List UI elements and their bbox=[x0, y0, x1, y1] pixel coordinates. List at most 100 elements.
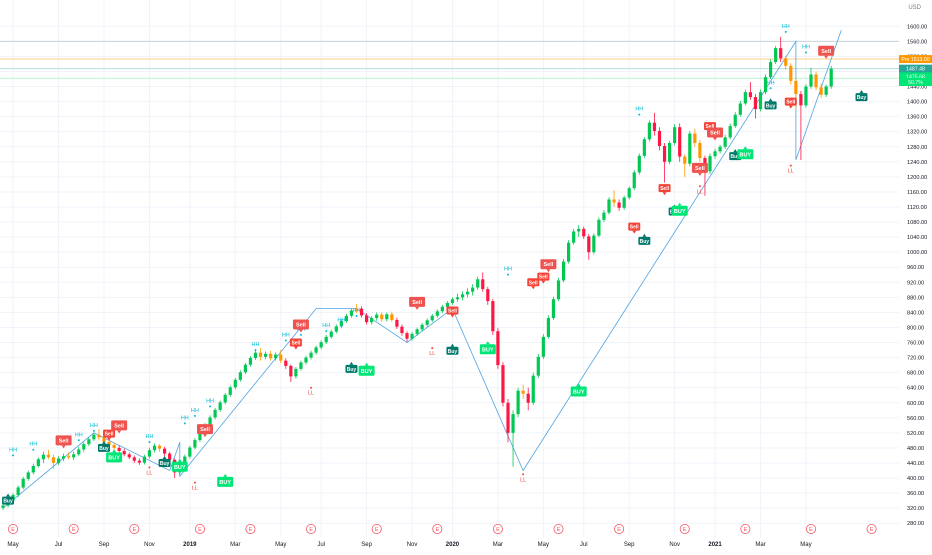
buy-signal[interactable]: Buy bbox=[158, 455, 171, 467]
candle-body[interactable] bbox=[471, 287, 475, 292]
candle-body[interactable] bbox=[304, 357, 308, 363]
candle-body[interactable] bbox=[218, 402, 222, 410]
candle-body[interactable] bbox=[632, 172, 636, 189]
candle-body[interactable] bbox=[450, 299, 455, 303]
sell-signal[interactable]: Sell bbox=[527, 278, 540, 290]
buy-signal[interactable]: BUY bbox=[217, 473, 234, 487]
earnings-marker[interactable]: E bbox=[306, 524, 317, 535]
earnings-marker[interactable]: E bbox=[371, 524, 382, 535]
candle-body[interactable] bbox=[137, 460, 141, 463]
candle-body[interactable] bbox=[779, 48, 783, 59]
candle-body[interactable] bbox=[183, 456, 187, 465]
candle-body[interactable] bbox=[1, 505, 5, 508]
sell-signal[interactable]: Sell bbox=[784, 97, 797, 109]
candle-body[interactable] bbox=[668, 143, 672, 162]
earnings-marker[interactable]: E bbox=[553, 524, 564, 535]
candle-body[interactable] bbox=[708, 156, 712, 172]
candle-body[interactable] bbox=[723, 137, 727, 147]
time-axis[interactable]: May Jul Sep Nov 2019 Mar May Jul Sep Nov 2020 Mar Ma… bbox=[0, 537, 899, 550]
candle-body[interactable] bbox=[592, 235, 596, 253]
sell-signal[interactable]: Sell bbox=[292, 319, 309, 333]
candle-body[interactable] bbox=[577, 228, 581, 232]
candle-body[interactable] bbox=[309, 352, 313, 358]
sell-signal[interactable]: Sell bbox=[707, 127, 724, 141]
candle-body[interactable] bbox=[62, 456, 66, 459]
buy-signal[interactable]: BUY bbox=[570, 383, 587, 397]
candle-body[interactable] bbox=[410, 333, 414, 339]
candle-body[interactable] bbox=[112, 444, 116, 448]
candle-body[interactable] bbox=[319, 342, 323, 348]
candle-body[interactable] bbox=[238, 372, 242, 380]
candle-body[interactable] bbox=[26, 472, 30, 479]
candle-body[interactable] bbox=[354, 308, 359, 311]
candles[interactable] bbox=[1, 36, 833, 511]
earnings-marker[interactable]: E bbox=[806, 524, 817, 535]
candle-body[interactable] bbox=[693, 133, 697, 144]
candle-body[interactable] bbox=[673, 127, 677, 144]
sell-signal[interactable]: Sell bbox=[289, 338, 302, 350]
candle-body[interactable] bbox=[698, 143, 702, 159]
candle-body[interactable] bbox=[430, 315, 434, 321]
buy-signal[interactable]: BUY bbox=[671, 202, 688, 216]
candle-body[interactable] bbox=[46, 454, 51, 458]
candle-body[interactable] bbox=[243, 364, 247, 373]
candle-body[interactable] bbox=[127, 454, 131, 458]
candle-body[interactable] bbox=[198, 432, 202, 441]
sell-signal[interactable]: Sell bbox=[658, 184, 671, 196]
candle-body[interactable] bbox=[789, 65, 793, 81]
candle-body[interactable] bbox=[602, 212, 606, 220]
sell-signal[interactable]: Sell bbox=[818, 45, 835, 59]
buy-signal[interactable]: BUY bbox=[171, 458, 188, 472]
sell-signal[interactable]: Sell bbox=[628, 222, 641, 234]
candle-body[interactable] bbox=[370, 318, 374, 323]
candle-body[interactable] bbox=[314, 347, 318, 353]
candle-body[interactable] bbox=[652, 122, 657, 131]
candle-body[interactable] bbox=[455, 297, 460, 300]
candle-body[interactable] bbox=[526, 393, 530, 403]
candle-body[interactable] bbox=[425, 320, 429, 325]
candle-body[interactable] bbox=[77, 449, 81, 455]
candle-body[interactable] bbox=[92, 434, 96, 440]
earnings-marker[interactable]: E bbox=[492, 524, 503, 535]
candle-body[interactable] bbox=[213, 409, 217, 418]
candle-body[interactable] bbox=[572, 231, 576, 243]
candle-body[interactable] bbox=[344, 315, 348, 322]
candle-body[interactable] bbox=[521, 390, 525, 394]
sell-signal[interactable]: Sell bbox=[197, 424, 213, 438]
candle-body[interactable] bbox=[758, 92, 763, 110]
candle-body[interactable] bbox=[395, 319, 399, 327]
earnings-marker[interactable]: E bbox=[679, 524, 690, 535]
candle-body[interactable] bbox=[476, 279, 480, 288]
candle-body[interactable] bbox=[486, 289, 490, 302]
candle-body[interactable] bbox=[294, 368, 298, 377]
candle-body[interactable] bbox=[587, 236, 591, 253]
candle-body[interactable] bbox=[738, 103, 742, 115]
candle-body[interactable] bbox=[466, 291, 470, 295]
candle-body[interactable] bbox=[152, 445, 157, 451]
candle-body[interactable] bbox=[375, 314, 379, 319]
candle-body[interactable] bbox=[385, 314, 389, 320]
candle-body[interactable] bbox=[678, 127, 682, 157]
candle-body[interactable] bbox=[264, 353, 268, 357]
candle-body[interactable] bbox=[122, 450, 126, 455]
candle-body[interactable] bbox=[289, 365, 293, 377]
buy-signal[interactable]: BUY bbox=[479, 341, 496, 355]
sell-signal[interactable]: Sell bbox=[537, 272, 550, 284]
candle-body[interactable] bbox=[405, 333, 409, 339]
candle-body[interactable] bbox=[718, 146, 722, 152]
candle-body[interactable] bbox=[228, 387, 232, 395]
candle-body[interactable] bbox=[799, 94, 803, 106]
sell-signal[interactable]: Sell bbox=[446, 306, 459, 318]
candle-body[interactable] bbox=[511, 414, 515, 433]
candle-body[interactable] bbox=[763, 77, 768, 93]
candle-body[interactable] bbox=[647, 122, 651, 140]
candle-body[interactable] bbox=[728, 126, 732, 138]
earnings-marker[interactable]: E bbox=[614, 524, 625, 535]
candle-body[interactable] bbox=[253, 352, 258, 358]
candle-body[interactable] bbox=[142, 456, 146, 463]
buy-signal[interactable]: Buy bbox=[98, 440, 110, 452]
candle-body[interactable] bbox=[607, 199, 611, 213]
candle-body[interactable] bbox=[324, 336, 328, 343]
candle-body[interactable] bbox=[496, 331, 500, 366]
